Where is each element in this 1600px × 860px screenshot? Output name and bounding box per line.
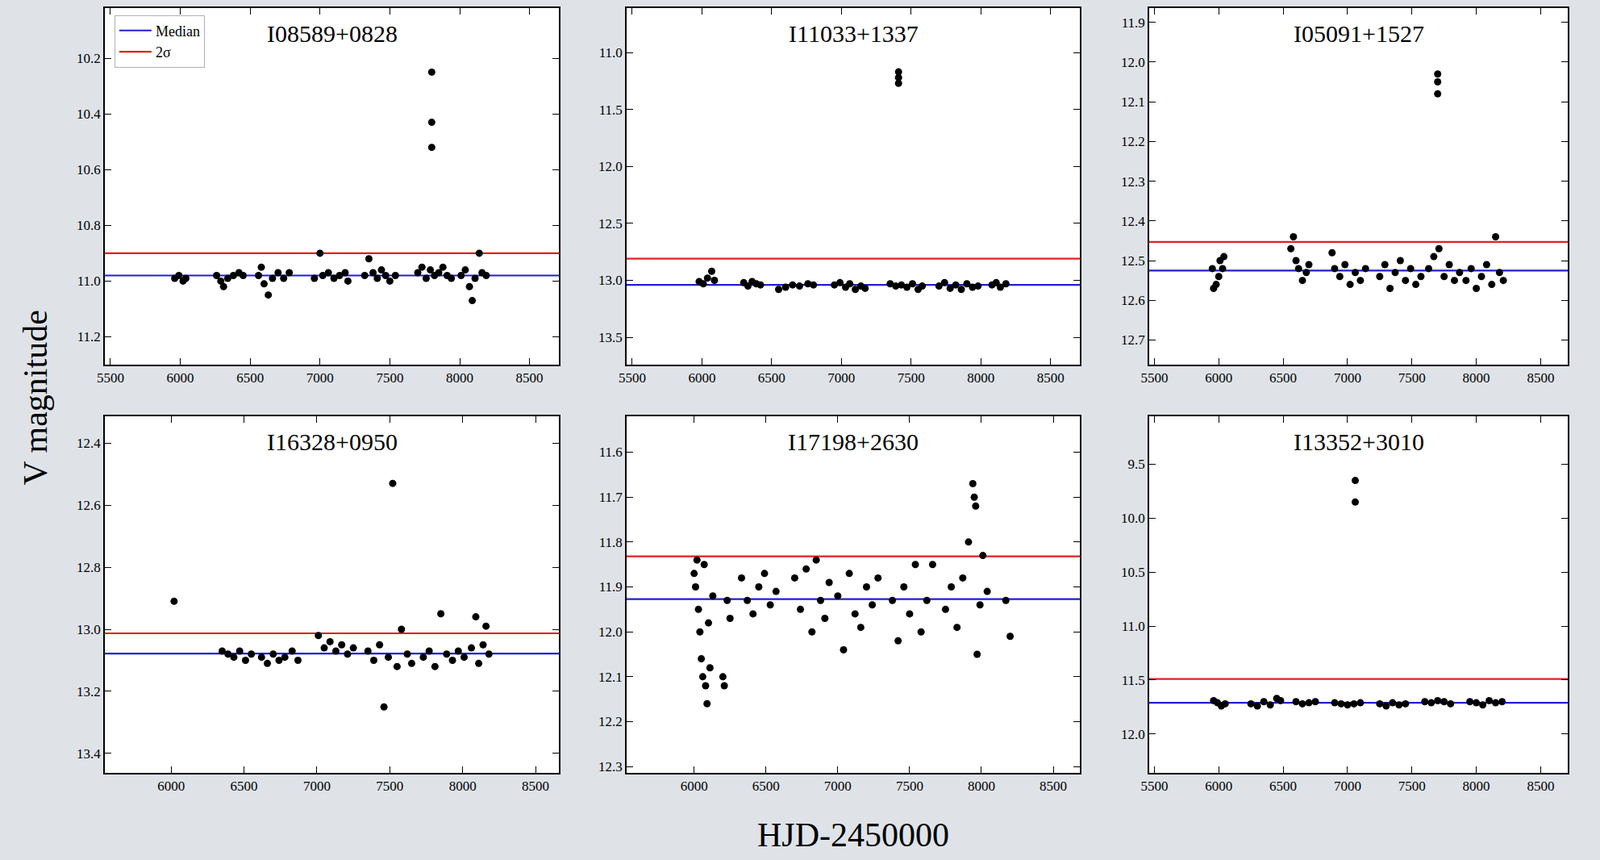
svg-text:6500: 6500 [1269,370,1297,386]
svg-text:8500: 8500 [1039,778,1067,794]
svg-text:6000: 6000 [166,370,195,386]
svg-text:6000: 6000 [680,778,709,794]
svg-text:8500: 8500 [1526,370,1555,386]
svg-text:7000: 7000 [303,778,331,794]
svg-text:12.4: 12.4 [76,435,101,451]
svg-text:11.2: 11.2 [77,329,101,345]
svg-text:12.0: 12.0 [598,624,623,640]
svg-text:10.6: 10.6 [76,162,101,178]
svg-text:12.0: 12.0 [1120,54,1146,71]
svg-text:13.4: 13.4 [76,745,101,762]
svg-text:10.4: 10.4 [76,106,101,122]
svg-text:8000: 8000 [967,778,996,794]
svg-text:6500: 6500 [236,370,264,386]
svg-text:11.7: 11.7 [599,489,624,505]
svg-text:11.6: 11.6 [599,444,623,460]
svg-text:10.8: 10.8 [76,217,101,234]
svg-text:12.3: 12.3 [1120,174,1146,190]
svg-text:10.2: 10.2 [76,50,101,67]
svg-text:6500: 6500 [758,370,786,386]
svg-text:12.0: 12.0 [1120,726,1146,742]
svg-text:11.5: 11.5 [1121,672,1146,688]
svg-text:12.3: 12.3 [598,758,623,775]
svg-text:I05091+1527: I05091+1527 [1293,20,1425,47]
svg-text:7000: 7000 [306,370,334,386]
svg-text:2σ: 2σ [155,44,171,61]
svg-text:6000: 6000 [1204,370,1233,386]
svg-text:7000: 7000 [1333,778,1362,794]
svg-text:7000: 7000 [827,370,855,386]
svg-text:11.9: 11.9 [599,579,623,595]
svg-text:7500: 7500 [895,778,924,794]
svg-text:7000: 7000 [1333,370,1362,386]
svg-text:12.0: 12.0 [598,158,623,175]
svg-text:12.1: 12.1 [1120,94,1146,110]
svg-text:6500: 6500 [230,778,259,794]
svg-text:8500: 8500 [1037,370,1065,386]
svg-text:I13352+3010: I13352+3010 [1293,428,1425,455]
svg-text:6500: 6500 [1269,778,1297,794]
svg-text:12.2: 12.2 [598,713,623,730]
svg-text:13.2: 13.2 [76,683,101,700]
svg-text:5500: 5500 [96,370,125,386]
svg-text:8000: 8000 [1462,370,1491,386]
svg-text:12.8: 12.8 [76,559,101,575]
svg-text:7500: 7500 [375,370,404,386]
svg-text:13.0: 13.0 [598,272,623,288]
svg-text:7500: 7500 [1398,370,1426,386]
svg-text:6000: 6000 [157,778,185,794]
svg-text:12.5: 12.5 [598,216,623,232]
svg-text:13.5: 13.5 [598,329,623,346]
svg-text:7000: 7000 [824,778,852,794]
svg-text:8000: 8000 [1462,778,1491,794]
svg-text:8500: 8500 [516,370,544,386]
svg-text:I16328+0950: I16328+0950 [266,428,398,455]
svg-text:I08589+0828: I08589+0828 [266,20,398,47]
svg-text:5500: 5500 [1140,778,1168,794]
svg-text:Median: Median [155,23,200,40]
svg-text:9.5: 9.5 [1128,456,1146,472]
svg-text:11.8: 11.8 [599,534,623,550]
svg-text:8000: 8000 [966,370,995,386]
svg-text:6500: 6500 [752,778,780,794]
svg-text:10.0: 10.0 [1120,510,1146,526]
svg-text:8500: 8500 [521,778,550,794]
svg-text:6000: 6000 [687,370,716,386]
svg-text:7500: 7500 [375,778,404,794]
svg-text:11.0: 11.0 [1121,618,1146,634]
svg-text:12.5: 12.5 [1120,253,1146,269]
svg-text:I11033+1337: I11033+1337 [788,20,919,47]
svg-text:I17198+2630: I17198+2630 [787,428,919,455]
svg-text:6000: 6000 [1204,778,1233,794]
svg-text:12.4: 12.4 [1120,213,1146,230]
svg-text:7500: 7500 [897,370,925,386]
svg-text:5500: 5500 [1140,370,1168,386]
svg-text:10.5: 10.5 [1120,564,1146,580]
svg-text:11.0: 11.0 [599,45,623,61]
svg-text:12.1: 12.1 [598,669,623,685]
svg-text:12.2: 12.2 [1120,133,1146,150]
svg-text:13.0: 13.0 [76,621,101,638]
svg-text:HJD-2450000: HJD-2450000 [757,816,950,854]
svg-text:12.6: 12.6 [76,497,101,513]
svg-text:8000: 8000 [449,778,477,794]
svg-text:11.0: 11.0 [77,273,101,289]
svg-text:8500: 8500 [1526,778,1555,794]
svg-text:12.7: 12.7 [1120,332,1146,348]
svg-text:11.5: 11.5 [599,102,623,118]
svg-text:V magnitude: V magnitude [16,309,55,485]
svg-text:8000: 8000 [445,370,474,386]
svg-text:12.6: 12.6 [1120,292,1146,309]
svg-text:7500: 7500 [1398,778,1426,794]
svg-text:11.9: 11.9 [1121,15,1146,31]
svg-text:5500: 5500 [618,370,646,386]
